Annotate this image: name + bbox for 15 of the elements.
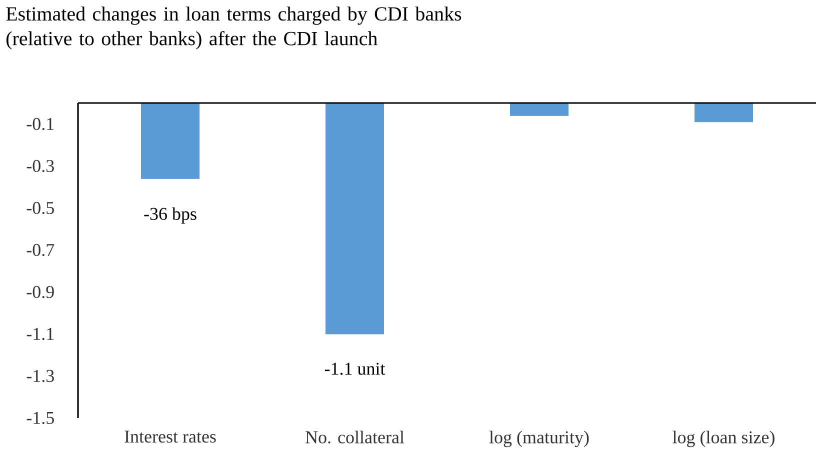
- x-tick-label: log (loan size): [672, 430, 774, 448]
- y-tick-label: -1.5: [26, 412, 54, 424]
- x-tick-label: Interest rates: [124, 430, 216, 443]
- x-tick-label: log (maturity): [489, 430, 589, 448]
- y-tick-label: -0.7: [26, 244, 54, 256]
- y-tick-label: -0.1: [26, 118, 54, 130]
- y-tick-label: -1.3: [26, 370, 54, 382]
- chart-title: Estimated changes in loan terms charged by CDI banks (relative to other banks) after the CDI launch: [6, 6, 462, 50]
- x-tick-label: No. collateral: [306, 430, 404, 444]
- y-tick-label: -0.3: [26, 160, 54, 172]
- y-tick-label: -0.5: [26, 202, 54, 214]
- y-tick-label: -1.1: [26, 328, 54, 340]
- y-tick-label: -0.9: [26, 286, 54, 298]
- annotation: -1.1 unit: [324, 362, 386, 375]
- annotation: -36 bps: [144, 207, 196, 224]
